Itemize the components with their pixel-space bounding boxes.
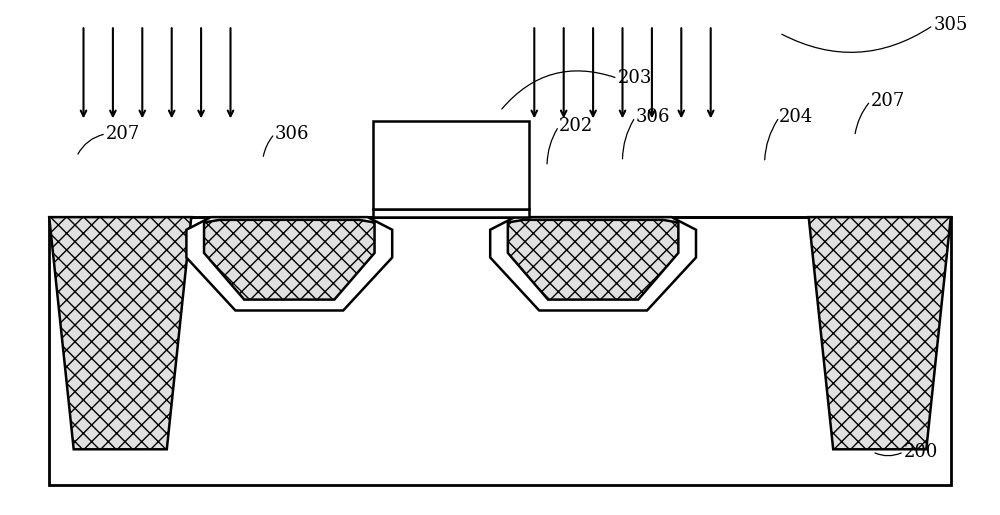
Text: 202: 202 (559, 117, 593, 135)
Polygon shape (204, 220, 375, 300)
Text: 203: 203 (618, 70, 652, 88)
Text: 305: 305 (933, 16, 968, 35)
Text: 306: 306 (635, 108, 670, 126)
Text: 204: 204 (779, 108, 814, 126)
Bar (49, 217, 951, 485)
Text: 306: 306 (275, 125, 309, 143)
Bar (373, 209, 529, 217)
Polygon shape (490, 217, 696, 311)
Text: 200: 200 (904, 443, 938, 461)
Text: 207: 207 (106, 125, 140, 143)
Polygon shape (508, 220, 678, 300)
Polygon shape (186, 217, 392, 311)
Polygon shape (809, 217, 951, 449)
Bar (373, 121, 529, 209)
Polygon shape (49, 217, 191, 449)
Text: 207: 207 (870, 92, 905, 110)
